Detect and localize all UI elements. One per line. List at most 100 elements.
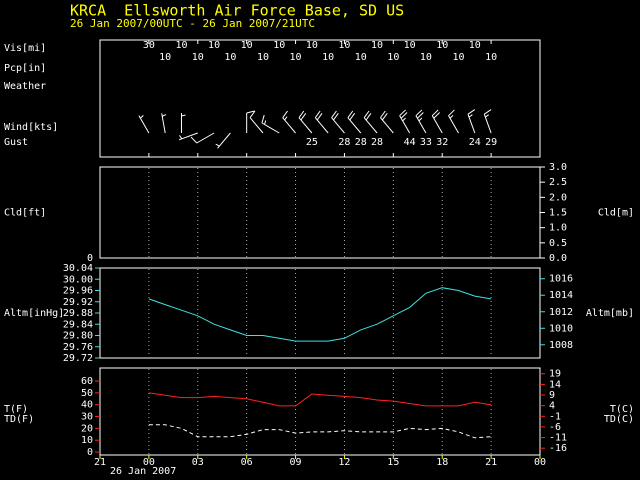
barb-flag bbox=[298, 110, 305, 118]
row-label: Weather bbox=[4, 81, 46, 92]
barb-flag bbox=[431, 109, 439, 117]
x-tick-label: 06 bbox=[241, 457, 253, 468]
y-tick-label: 29.88 bbox=[63, 308, 93, 319]
gust-value: 29 bbox=[485, 137, 497, 148]
barb-flag bbox=[363, 110, 370, 118]
legend-label: TD(F) bbox=[4, 414, 34, 425]
y2-tick-label: 1008 bbox=[549, 340, 573, 351]
gust-value: 28 bbox=[371, 137, 383, 148]
wind-barb bbox=[431, 109, 443, 134]
gust-value: 24 bbox=[469, 137, 481, 148]
wind-barb bbox=[138, 115, 150, 134]
visibility-value: 10 bbox=[290, 52, 302, 63]
y2-tick-label: -6 bbox=[549, 422, 561, 433]
y-tick-label: 29.72 bbox=[63, 353, 93, 364]
barb-flag bbox=[333, 113, 339, 121]
barb-flag bbox=[365, 113, 372, 121]
barb-flag bbox=[417, 112, 424, 119]
barb-half bbox=[284, 116, 288, 121]
y-tick-label: 29.80 bbox=[63, 331, 93, 342]
gust-value: 28 bbox=[338, 137, 350, 148]
series-line bbox=[148, 392, 492, 407]
wind-barb bbox=[483, 109, 492, 134]
barb-staff bbox=[282, 117, 296, 134]
wind-barb bbox=[448, 109, 459, 134]
y2-legend-label: TD(C) bbox=[604, 414, 634, 425]
barb-staff bbox=[314, 117, 329, 134]
barb-staff bbox=[380, 117, 394, 134]
barb-staff bbox=[399, 115, 411, 134]
wind-barb bbox=[215, 132, 231, 149]
barb-staff bbox=[431, 115, 443, 134]
legend-label: T(F) bbox=[4, 404, 28, 415]
wind-barb bbox=[467, 109, 476, 134]
y2-tick-label: 0.5 bbox=[549, 238, 567, 249]
y-tick-label: 29.76 bbox=[63, 342, 93, 353]
visibility-value: 10 bbox=[436, 40, 448, 51]
barb-staff bbox=[217, 132, 231, 149]
barb-flag bbox=[399, 109, 406, 117]
title: KRCA Ellsworth Air Force Base, SD US bbox=[70, 2, 404, 20]
y-tick-label: 29.96 bbox=[63, 286, 93, 297]
y2-tick-label: 1.5 bbox=[549, 208, 567, 219]
barb-half bbox=[140, 115, 144, 119]
barb-half bbox=[162, 114, 167, 117]
barb-half bbox=[264, 120, 267, 125]
y-tick-label: 29.92 bbox=[63, 297, 93, 308]
y-tick-label: 30 bbox=[81, 412, 93, 423]
barb-half bbox=[402, 117, 406, 122]
barb-flag bbox=[448, 109, 455, 117]
barb-staff bbox=[261, 122, 280, 134]
barb-flag bbox=[246, 110, 255, 114]
wind-barb bbox=[314, 110, 329, 134]
y2-axis-label: Altm[mb] bbox=[586, 308, 634, 319]
y2-tick-label: 1012 bbox=[549, 307, 573, 318]
wind-barb bbox=[178, 132, 198, 141]
y-tick-label: 50 bbox=[81, 388, 93, 399]
barb-staff bbox=[178, 132, 198, 141]
visibility-value: 10 bbox=[257, 52, 269, 63]
visibility-value: 10 bbox=[452, 52, 464, 63]
wind-barb bbox=[363, 110, 378, 134]
barb-flag bbox=[483, 109, 492, 115]
wind-barb bbox=[190, 132, 215, 144]
y2-tick-label: 3.0 bbox=[549, 162, 567, 173]
barb-staff bbox=[467, 114, 476, 134]
y2-tick-label: 2.0 bbox=[549, 192, 567, 203]
y2-tick-label: 19 bbox=[549, 369, 561, 380]
wind-barb bbox=[180, 113, 186, 133]
barb-half bbox=[418, 117, 423, 122]
series-line bbox=[148, 424, 492, 439]
y-tick-label: 40 bbox=[81, 400, 93, 411]
y2-tick-label: 2.5 bbox=[549, 177, 567, 188]
wind-barb bbox=[347, 110, 362, 134]
y2-axis-label: Cld[m] bbox=[598, 208, 634, 219]
wind-barb bbox=[261, 114, 280, 134]
barb-flag bbox=[314, 110, 321, 118]
gust-value: 32 bbox=[436, 137, 448, 148]
barb-half bbox=[468, 114, 473, 118]
visibility-value: 10 bbox=[469, 40, 481, 51]
y-tick-label: 20 bbox=[81, 423, 93, 434]
barb-flag bbox=[347, 110, 354, 118]
visibility-value: 10 bbox=[420, 52, 432, 63]
gust-value: 28 bbox=[355, 137, 367, 148]
barb-flag bbox=[433, 112, 440, 119]
y2-tick-label: 1014 bbox=[549, 290, 573, 301]
y-tick-label: 0 bbox=[87, 447, 93, 458]
wind-barb bbox=[331, 110, 345, 134]
barb-staff bbox=[415, 115, 427, 134]
barb-flag bbox=[282, 110, 288, 118]
barb-staff bbox=[249, 117, 264, 134]
y2-tick-label: 4 bbox=[549, 401, 555, 412]
y2-tick-label: -1 bbox=[549, 411, 561, 422]
barb-flag bbox=[261, 114, 265, 124]
x-tick-label: 00 bbox=[534, 457, 546, 468]
barb-flag bbox=[349, 113, 356, 121]
y-tick-label: 0 bbox=[87, 253, 93, 264]
barb-half bbox=[179, 135, 183, 140]
visibility-value: 10 bbox=[241, 40, 253, 51]
wind-barb bbox=[415, 109, 427, 134]
wind-barb bbox=[161, 113, 167, 134]
